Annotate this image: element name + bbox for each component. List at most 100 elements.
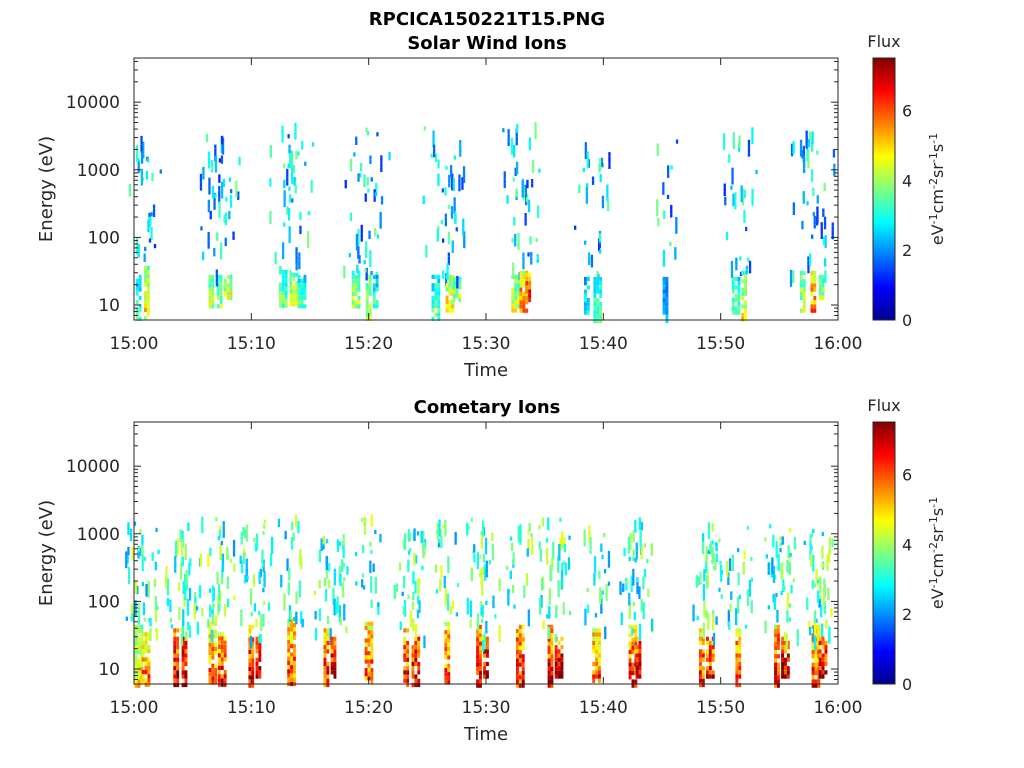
- spectrogram-cell: [786, 674, 790, 679]
- spectrogram-cell: [586, 297, 590, 303]
- spectrogram-cell: [708, 670, 712, 675]
- spectrogram-cell: [459, 148, 462, 153]
- spectrogram-cell: [202, 251, 205, 256]
- spectrogram-cell: [215, 282, 218, 287]
- spectrogram-cell: [824, 670, 828, 675]
- spectrogram-cell: [598, 628, 601, 633]
- spectrogram-cell: [810, 533, 813, 538]
- spectrogram-cell: [126, 559, 129, 564]
- spectrogram-cell: [738, 657, 742, 662]
- spectrogram-cell: [246, 575, 249, 580]
- spectrogram-cell: [226, 576, 229, 581]
- spectrogram-cell: [216, 283, 220, 288]
- spectrogram-cell: [324, 588, 328, 594]
- spectrogram-cell: [297, 304, 301, 309]
- spectrogram-cell: [631, 641, 635, 646]
- spectrogram-cell: [186, 602, 189, 608]
- spectrogram-cell: [812, 559, 815, 564]
- spectrogram-cell: [817, 683, 821, 688]
- spectrogram-cell: [179, 529, 182, 534]
- spectrogram-cell: [349, 167, 353, 172]
- spectrogram-cell: [202, 166, 205, 172]
- spectrogram-cell: [484, 546, 488, 551]
- spectrogram-cell: [557, 584, 560, 589]
- spectrogram-cell: [370, 603, 373, 608]
- spectrogram-cell: [628, 641, 632, 646]
- spectrogram-cell: [135, 308, 139, 313]
- spectrogram-cell: [411, 666, 415, 671]
- spectrogram-cell: [596, 314, 600, 319]
- spectrogram-cell: [555, 609, 558, 615]
- spectrogram-cell: [255, 657, 259, 662]
- spectrogram-cell: [828, 545, 832, 550]
- spectrogram-cell: [418, 604, 421, 609]
- spectrogram-cell: [303, 287, 307, 292]
- spectrogram-cell: [480, 572, 483, 577]
- spectrogram-cell: [590, 263, 594, 268]
- spectrogram-cell: [336, 539, 340, 544]
- spectrogram-cell: [663, 210, 666, 215]
- spectrogram-cell: [479, 658, 482, 663]
- spectrogram-cell: [411, 657, 415, 662]
- spectrogram-cell: [810, 291, 814, 296]
- spectrogram-cell: [137, 249, 140, 254]
- spectrogram-cell: [370, 676, 374, 681]
- spectrogram-cell: [596, 310, 600, 315]
- spectrogram-cell: [207, 558, 210, 563]
- spectrogram-cell: [326, 636, 330, 641]
- spectrogram-cell: [781, 570, 784, 575]
- spectrogram-cell: [137, 629, 141, 634]
- spectrogram-cell: [788, 617, 792, 622]
- spectrogram-cell: [447, 240, 451, 245]
- spectrogram-cell: [819, 584, 822, 590]
- spectrogram-cell: [330, 666, 334, 671]
- spectrogram-cell: [180, 543, 183, 548]
- spectrogram-cell: [251, 654, 255, 659]
- spectrogram-cell: [476, 617, 480, 622]
- spectrogram-cell: [399, 621, 402, 626]
- spectrogram-cell: [342, 545, 345, 550]
- spectrogram-cell: [207, 554, 210, 559]
- spectrogram-cell: [250, 644, 253, 649]
- spectrogram-cell: [313, 591, 316, 596]
- spectrogram-cell: [662, 254, 666, 259]
- spectrogram-cell: [792, 270, 795, 275]
- spectrogram-cell: [806, 597, 809, 602]
- spectrogram-cell: [242, 531, 245, 536]
- spectrogram-cell: [786, 560, 789, 565]
- spectrogram-cell: [781, 657, 784, 662]
- spectrogram-cell: [715, 547, 718, 552]
- spectrogram-cell: [289, 194, 292, 199]
- spectrogram-cell: [521, 193, 524, 198]
- spectrogram-cell: [459, 152, 462, 157]
- spectrogram-cell: [738, 674, 742, 679]
- spectrogram-cell: [811, 654, 815, 659]
- spectrogram-cells: [125, 514, 834, 688]
- spectrogram-cell: [293, 623, 296, 628]
- spectrogram-cell: [640, 607, 643, 612]
- spectrogram-cell: [737, 310, 741, 315]
- spectrogram-cell: [423, 546, 426, 551]
- spectrogram-cell: [208, 638, 212, 643]
- spectrogram-cell: [738, 653, 742, 658]
- spectrogram-cell: [596, 306, 600, 311]
- spectrogram-cell: [414, 661, 418, 667]
- spectrogram-cell: [211, 185, 215, 190]
- spectrogram-cell: [207, 203, 210, 209]
- spectrogram-cell: [406, 640, 410, 646]
- spectrogram-cell: [219, 287, 223, 292]
- spectrogram-cell: [799, 152, 803, 157]
- spectrogram-cell: [138, 287, 142, 292]
- spectrogram-cell: [137, 675, 141, 680]
- spectrogram-cell: [239, 555, 242, 560]
- spectrogram-cell: [254, 543, 257, 548]
- spectrogram-cell: [819, 595, 822, 600]
- spectrogram-cell: [807, 256, 810, 261]
- spectrogram-cell: [217, 670, 221, 675]
- spectrogram-cell: [290, 618, 293, 624]
- spectrogram-cell: [518, 658, 522, 663]
- spectrogram-cell: [134, 585, 137, 590]
- spectrogram-cell: [374, 585, 377, 590]
- spectrogram-cell: [297, 283, 301, 288]
- spectrogram-cell: [640, 526, 643, 531]
